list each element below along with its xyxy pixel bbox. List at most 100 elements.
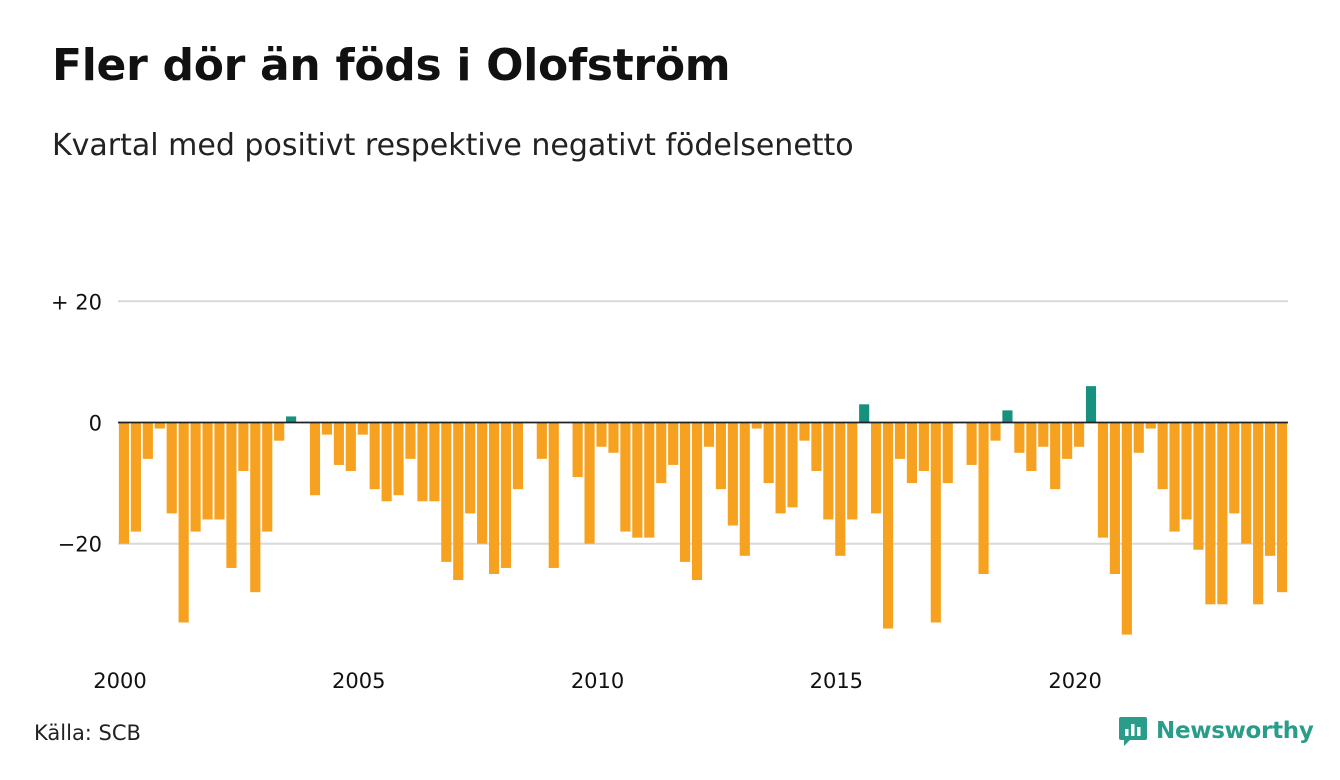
bar-negative <box>154 422 165 429</box>
bar-negative <box>453 422 464 581</box>
bar-negative <box>512 422 524 490</box>
bar-negative <box>118 422 130 544</box>
brand-name: Newsworthy <box>1156 718 1314 744</box>
y-axis-labels: + 20 0 −20 <box>51 290 102 556</box>
bar-negative <box>1276 422 1288 593</box>
bar-positive <box>859 404 870 423</box>
bar-negative <box>596 422 607 447</box>
bar-negative <box>429 422 440 502</box>
bar-negative <box>1062 422 1073 459</box>
bar-chart: + 20 0 −20 2000 2005 2010 2015 2020 <box>51 290 1288 693</box>
bar-negative <box>1205 422 1216 605</box>
bar-negative <box>799 422 810 441</box>
bar-negative <box>835 422 846 556</box>
bar-positive <box>286 416 297 423</box>
bar-negative <box>1026 422 1037 471</box>
bars <box>118 386 1288 635</box>
bar-negative <box>811 422 822 471</box>
bar-negative <box>882 422 894 629</box>
bar-negative <box>1229 422 1240 514</box>
brand-logo: Newsworthy <box>1118 714 1314 748</box>
bar-negative <box>166 422 177 514</box>
bar-negative <box>823 422 834 520</box>
bar-negative <box>703 422 715 447</box>
bar-negative <box>1193 422 1204 550</box>
bar-negative <box>202 422 213 520</box>
bar-negative <box>250 422 261 593</box>
bar-negative <box>572 422 583 478</box>
x-tick-label: 2005 <box>332 669 385 693</box>
bar-negative <box>130 422 141 532</box>
bar-negative <box>441 422 452 562</box>
bar-negative <box>584 422 595 544</box>
bar-negative <box>536 422 547 459</box>
grid-lines <box>118 300 1288 545</box>
y-tick-label: 0 <box>89 412 102 436</box>
bar-negative <box>715 422 726 490</box>
bar-negative <box>333 422 344 465</box>
y-tick-label: + 20 <box>51 290 102 314</box>
bar-negative <box>1265 422 1276 556</box>
chart-subtitle: Kvartal med positivt respektive negativt… <box>52 128 854 163</box>
bar-negative <box>990 422 1001 441</box>
bar-negative <box>477 422 488 544</box>
bar-negative <box>1157 422 1168 490</box>
bar-positive <box>1002 410 1013 423</box>
bar-negative <box>405 422 416 459</box>
bar-negative <box>656 422 667 484</box>
bar-negative <box>918 422 929 471</box>
bar-negative <box>871 422 882 514</box>
bar-negative <box>966 422 977 465</box>
bar-negative <box>608 422 619 453</box>
bar-negative <box>262 422 273 532</box>
y-tick-label: −20 <box>58 533 102 557</box>
x-tick-label: 2020 <box>1048 669 1101 693</box>
bar-negative <box>214 422 225 520</box>
bar-negative <box>178 422 189 623</box>
bar-negative <box>644 422 655 538</box>
bar-negative <box>238 422 249 471</box>
x-tick-label: 2010 <box>571 669 624 693</box>
bar-negative <box>226 422 237 568</box>
bar-negative <box>142 422 153 459</box>
bar-negative <box>309 422 321 496</box>
bar-negative <box>1145 422 1156 429</box>
bar-negative <box>1014 422 1025 453</box>
bar-negative <box>1074 422 1085 447</box>
bar-negative <box>1217 422 1228 605</box>
bar-negative <box>1109 422 1120 574</box>
bar-negative <box>775 422 786 514</box>
bar-negative <box>417 422 428 502</box>
bar-negative <box>942 422 953 484</box>
bar-negative <box>1133 422 1144 453</box>
bar-negative <box>847 422 858 520</box>
bar-negative <box>1241 422 1252 544</box>
bar-negative <box>787 422 798 508</box>
bar-negative <box>906 422 917 484</box>
bar-negative <box>691 422 703 581</box>
bar-negative <box>978 422 989 574</box>
bar-negative <box>632 422 643 538</box>
bar-negative <box>357 422 368 435</box>
bar-negative <box>620 422 631 532</box>
bar-positive <box>1085 386 1097 423</box>
bar-negative <box>345 422 356 471</box>
bar-negative <box>393 422 404 496</box>
bar-negative <box>739 422 750 556</box>
bar-negative <box>751 422 762 429</box>
source-note: Källa: SCB <box>34 721 141 745</box>
bar-negative <box>1121 422 1132 635</box>
bar-negative <box>1038 422 1049 447</box>
bar-negative <box>668 422 679 465</box>
x-axis-labels: 2000 2005 2010 2015 2020 <box>93 669 1102 693</box>
bar-negative <box>930 422 941 623</box>
x-tick-label: 2015 <box>810 669 863 693</box>
bar-negative <box>727 422 738 526</box>
bar-negative <box>190 422 201 532</box>
bar-negative <box>1253 422 1264 605</box>
bar-negative <box>321 422 332 435</box>
bar-negative <box>894 422 906 459</box>
x-tick-label: 2000 <box>93 669 146 693</box>
newsworthy-logo-icon <box>1119 717 1147 746</box>
bar-negative <box>489 422 500 574</box>
